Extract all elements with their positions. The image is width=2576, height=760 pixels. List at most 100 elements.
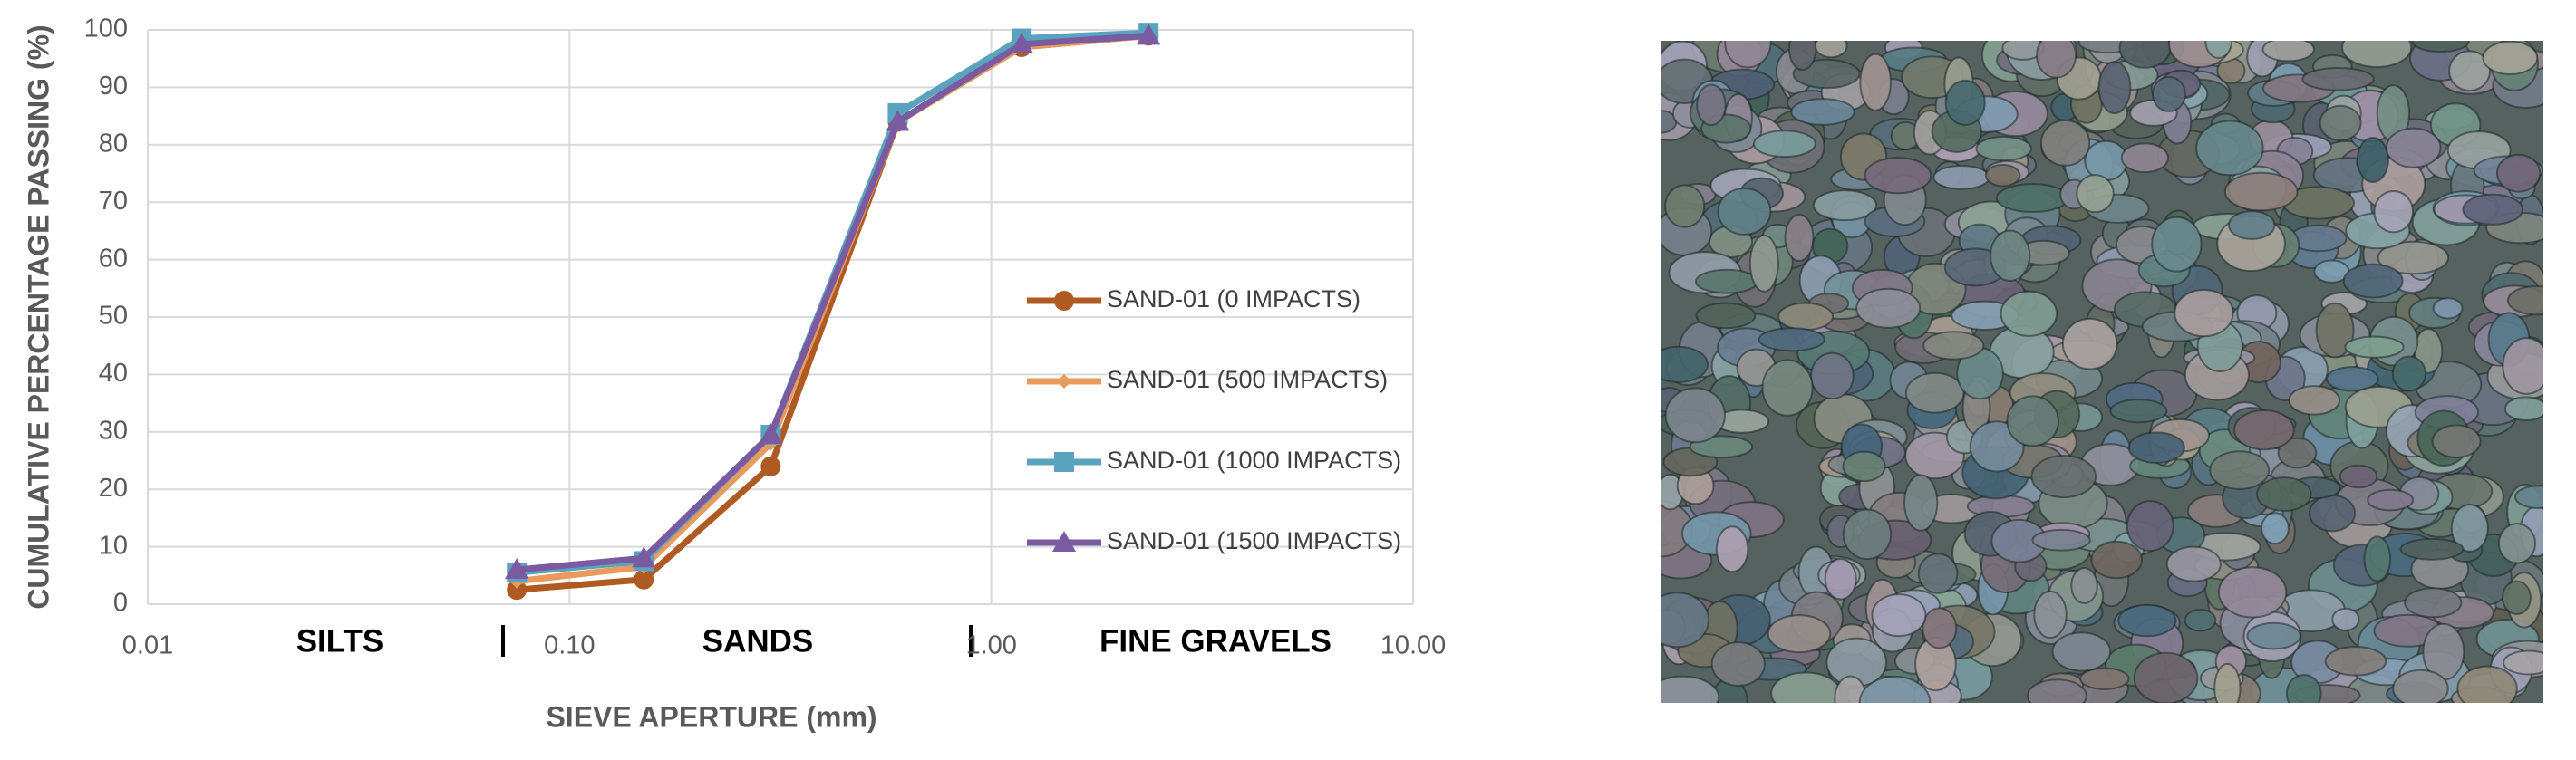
stone — [2233, 409, 2295, 451]
stone — [2482, 41, 2539, 76]
stone — [1855, 287, 1922, 329]
stone — [2432, 297, 2464, 320]
stone — [2165, 545, 2222, 582]
gravel-photo — [1661, 41, 2543, 703]
stone — [2495, 153, 2542, 193]
y-tick-label: 90 — [99, 72, 128, 101]
stone — [1748, 234, 1779, 293]
legend-marker — [1054, 291, 1074, 311]
stone — [1842, 450, 1886, 483]
stone — [1724, 41, 1772, 69]
stone — [2261, 41, 2315, 63]
stone — [2339, 464, 2378, 489]
stone — [1787, 41, 1817, 72]
stone — [2331, 607, 2360, 631]
stone — [2000, 290, 2058, 337]
stone — [1761, 359, 1814, 417]
stone — [2503, 649, 2543, 676]
legend: SAND-01 (0 IMPACTS) SAND-01 (500 IMPACTS)… — [1027, 285, 1401, 554]
legend-label: SAND-01 (1000 IMPACTS) — [1107, 447, 1401, 474]
stone — [2204, 41, 2233, 59]
stone — [2133, 651, 2199, 703]
stone — [2036, 41, 2077, 79]
x-tick-label: 1.00 — [965, 631, 1016, 660]
stone — [2399, 537, 2465, 561]
marker — [759, 422, 783, 444]
stone — [2363, 535, 2392, 582]
stone — [1758, 327, 1825, 352]
stone — [1975, 135, 2032, 162]
stone — [1752, 130, 1816, 159]
stone — [1904, 371, 1965, 414]
y-tick-label: 50 — [99, 302, 128, 331]
stone — [1717, 187, 1772, 236]
stone — [2151, 75, 2186, 112]
y-tick-label: 40 — [99, 359, 128, 388]
legend-label: SAND-01 (1500 IMPACTS) — [1107, 527, 1401, 554]
y-tick-label: 10 — [99, 531, 128, 560]
marker — [634, 569, 654, 590]
y-tick-label: 0 — [113, 589, 128, 618]
stone — [2118, 41, 2172, 69]
stone — [1661, 345, 1709, 383]
stone — [2385, 127, 2442, 168]
stone — [2324, 646, 2387, 677]
stone — [2277, 437, 2318, 469]
stone — [2217, 566, 2288, 619]
stone — [1661, 675, 1720, 703]
series-line — [516, 32, 1149, 593]
stone — [2431, 424, 2482, 458]
stone — [2227, 210, 2276, 240]
zone-label: SANDS — [702, 623, 814, 659]
stone — [1710, 641, 1766, 687]
stone — [2285, 673, 2322, 703]
stone — [2502, 337, 2543, 395]
stone — [1984, 163, 2021, 188]
stone — [1812, 189, 1878, 222]
stone — [2127, 431, 2185, 464]
stone — [2497, 523, 2537, 564]
stone — [1661, 110, 1678, 134]
zone-label: SILTS — [296, 623, 384, 659]
marker — [507, 580, 528, 601]
stone — [2084, 139, 2128, 181]
stone — [2411, 41, 2470, 53]
stone — [2506, 284, 2543, 316]
stone — [1715, 525, 1749, 573]
stone — [2391, 355, 2427, 392]
stone — [2288, 385, 2341, 416]
stone — [1944, 79, 1986, 126]
stone — [1777, 302, 1834, 332]
stone — [1767, 614, 1832, 654]
stone — [2501, 580, 2532, 616]
stone — [1922, 331, 1985, 361]
stone — [1784, 214, 1815, 263]
stone — [2344, 335, 2405, 359]
stone — [2356, 136, 2389, 183]
marker — [632, 546, 656, 568]
stone — [2246, 621, 2301, 650]
stone — [1932, 164, 1990, 190]
y-tick-label: 20 — [99, 474, 128, 503]
series-line — [516, 32, 1149, 585]
legend-marker — [1054, 452, 1074, 472]
stone — [2392, 669, 2449, 703]
stone — [2404, 587, 2463, 619]
stone — [2326, 366, 2379, 392]
stone — [1995, 183, 2070, 214]
stone — [2255, 476, 2312, 513]
y-tick-label: 30 — [99, 416, 128, 445]
stone — [1696, 83, 1727, 127]
stone — [2209, 450, 2271, 490]
stone — [2076, 174, 2115, 214]
y-tick-label: 70 — [99, 187, 128, 216]
stone — [1859, 53, 1892, 111]
stone — [2117, 603, 2177, 638]
x-tick-label: 0.01 — [122, 631, 173, 660]
stone — [1842, 508, 1893, 561]
legend-label: SAND-01 (500 IMPACTS) — [1107, 366, 1388, 393]
stone — [2126, 500, 2174, 553]
stone — [1864, 157, 1932, 195]
stone — [2031, 528, 2091, 552]
stone — [2456, 665, 2518, 703]
